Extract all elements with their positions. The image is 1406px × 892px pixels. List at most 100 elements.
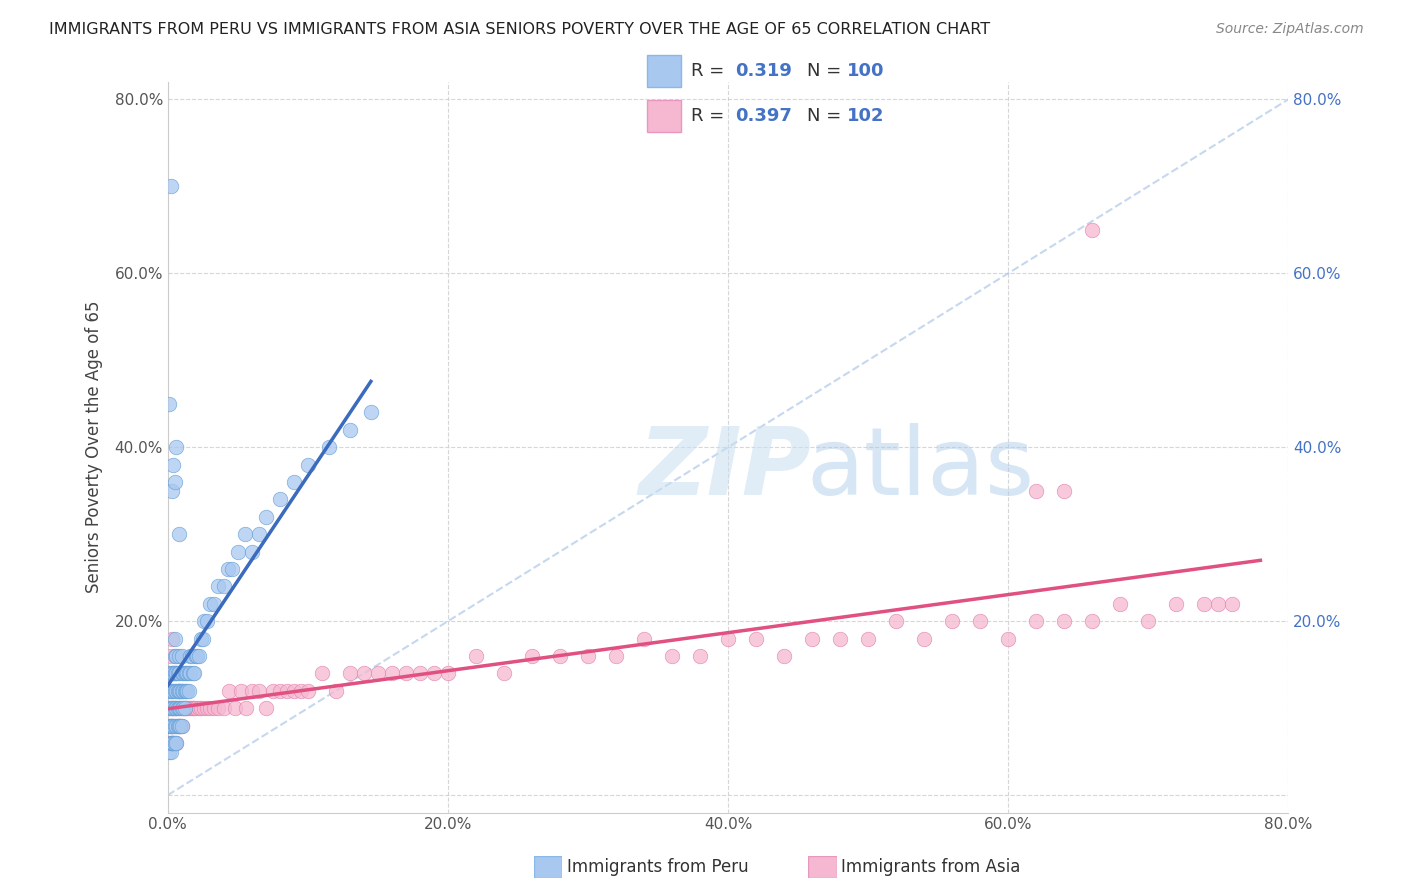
- Point: [177, 666, 200, 681]
- Point: [165, 701, 187, 715]
- Point: [172, 701, 194, 715]
- Point: [159, 718, 181, 732]
- Point: [1222, 597, 1244, 611]
- Point: [162, 718, 184, 732]
- Point: [160, 666, 183, 681]
- Point: [167, 718, 190, 732]
- Point: [339, 666, 361, 681]
- Point: [162, 683, 184, 698]
- Point: [170, 683, 193, 698]
- Point: [181, 666, 204, 681]
- Point: [165, 736, 187, 750]
- Point: [180, 701, 202, 715]
- Point: [163, 648, 186, 663]
- Point: [262, 683, 284, 698]
- Point: [169, 683, 191, 698]
- Point: [187, 648, 209, 663]
- Point: [395, 666, 418, 681]
- Point: [162, 666, 184, 681]
- Point: [157, 701, 180, 715]
- Point: [157, 701, 180, 715]
- Point: [173, 701, 195, 715]
- Point: [159, 736, 181, 750]
- Point: [773, 648, 796, 663]
- Point: [183, 666, 205, 681]
- Point: [160, 736, 183, 750]
- Point: [157, 666, 180, 681]
- Point: [226, 544, 249, 558]
- Point: [207, 579, 229, 593]
- Point: [157, 666, 180, 681]
- Point: [1166, 597, 1188, 611]
- Point: [157, 745, 180, 759]
- Point: [229, 683, 252, 698]
- Point: [170, 701, 193, 715]
- Text: Immigrants from Peru: Immigrants from Peru: [567, 858, 748, 876]
- Point: [159, 745, 181, 759]
- Text: R =: R =: [690, 62, 730, 80]
- Point: [159, 701, 181, 715]
- Point: [179, 648, 201, 663]
- Point: [191, 632, 214, 646]
- Point: [193, 701, 215, 715]
- Point: [160, 736, 183, 750]
- Point: [163, 701, 186, 715]
- Point: [339, 423, 361, 437]
- Point: [180, 648, 202, 663]
- Point: [169, 718, 191, 732]
- Text: Immigrants from Asia: Immigrants from Asia: [841, 858, 1021, 876]
- Point: [163, 736, 186, 750]
- Point: [162, 736, 184, 750]
- Point: [165, 736, 187, 750]
- Point: [167, 648, 190, 663]
- Point: [167, 683, 190, 698]
- Point: [157, 397, 180, 411]
- Point: [318, 440, 340, 454]
- Point: [465, 648, 488, 663]
- Point: [856, 632, 879, 646]
- Point: [166, 683, 188, 698]
- Point: [157, 683, 180, 698]
- Point: [162, 666, 184, 681]
- Point: [160, 666, 183, 681]
- Text: ZIP: ZIP: [638, 423, 811, 516]
- Point: [174, 666, 197, 681]
- Point: [1137, 614, 1160, 628]
- Point: [520, 648, 543, 663]
- Point: [247, 683, 270, 698]
- Point: [235, 701, 257, 715]
- Point: [745, 632, 768, 646]
- Point: [167, 701, 190, 715]
- Point: [166, 718, 188, 732]
- Point: [186, 648, 208, 663]
- Point: [162, 458, 184, 472]
- Point: [633, 632, 655, 646]
- Point: [605, 648, 627, 663]
- Point: [169, 718, 191, 732]
- Y-axis label: Seniors Poverty Over the Age of 65: Seniors Poverty Over the Age of 65: [86, 301, 103, 593]
- Point: [661, 648, 683, 663]
- Point: [172, 666, 194, 681]
- Point: [166, 718, 188, 732]
- Point: [830, 632, 852, 646]
- Point: [1081, 614, 1104, 628]
- Point: [173, 701, 195, 715]
- Point: [1208, 597, 1230, 611]
- Point: [423, 666, 446, 681]
- Point: [181, 701, 204, 715]
- Point: [207, 701, 229, 715]
- Point: [176, 701, 198, 715]
- Point: [190, 632, 212, 646]
- Point: [941, 614, 963, 628]
- Point: [165, 666, 187, 681]
- Text: Source: ZipAtlas.com: Source: ZipAtlas.com: [1216, 22, 1364, 37]
- Point: [163, 666, 186, 681]
- Point: [162, 701, 184, 715]
- Point: [179, 701, 201, 715]
- Point: [221, 562, 243, 576]
- Point: [163, 718, 186, 732]
- Point: [167, 527, 190, 541]
- Point: [212, 579, 235, 593]
- Text: R =: R =: [690, 107, 730, 125]
- Point: [160, 632, 183, 646]
